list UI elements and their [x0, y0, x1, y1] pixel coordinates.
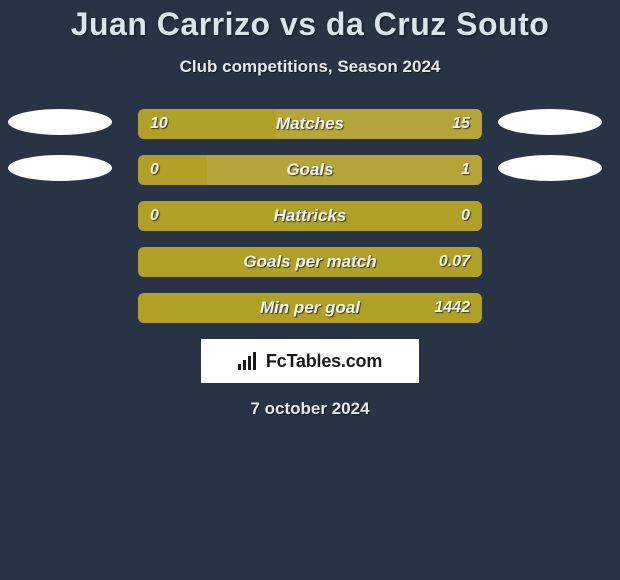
stat-value-left: 0 [150, 155, 159, 185]
stat-value-right: 0.07 [439, 247, 470, 277]
player-left-pill [8, 155, 112, 181]
comparison-card: Juan Carrizo vs da Cruz Souto Club compe… [0, 0, 620, 419]
stat-row: 0.07Goals per match [0, 247, 620, 277]
bar-right-fill [207, 155, 482, 185]
bar-left-fill [138, 201, 482, 231]
bar-left-fill [138, 247, 482, 277]
stat-rows: 1015Matches01Goals00Hattricks0.07Goals p… [0, 109, 620, 323]
bar-left-fill [138, 155, 207, 185]
player-right-pill [498, 155, 602, 181]
stat-value-right: 0 [461, 201, 470, 231]
date-label: 7 october 2024 [0, 399, 620, 419]
player-left-pill [8, 109, 112, 135]
stat-row: 1442Min per goal [0, 293, 620, 323]
stat-bar: 0.07Goals per match [138, 247, 482, 277]
stat-row: 00Hattricks [0, 201, 620, 231]
stat-value-right: 15 [452, 109, 470, 139]
stat-row: 1015Matches [0, 109, 620, 139]
stat-bar: 1442Min per goal [138, 293, 482, 323]
stat-value-right: 1442 [434, 293, 470, 323]
page-subtitle: Club competitions, Season 2024 [0, 57, 620, 77]
page-title: Juan Carrizo vs da Cruz Souto [0, 6, 620, 43]
stat-value-left: 0 [150, 201, 159, 231]
stat-bar: 01Goals [138, 155, 482, 185]
player-right-pill [498, 109, 602, 135]
bars-icon [238, 352, 260, 370]
stat-bar: 1015Matches [138, 109, 482, 139]
stat-value-right: 1 [461, 155, 470, 185]
logo-text: FcTables.com [266, 351, 382, 372]
stat-row: 01Goals [0, 155, 620, 185]
logo-badge: FcTables.com [201, 339, 419, 383]
stat-bar: 00Hattricks [138, 201, 482, 231]
stat-value-left: 10 [150, 109, 168, 139]
bar-left-fill [138, 293, 482, 323]
